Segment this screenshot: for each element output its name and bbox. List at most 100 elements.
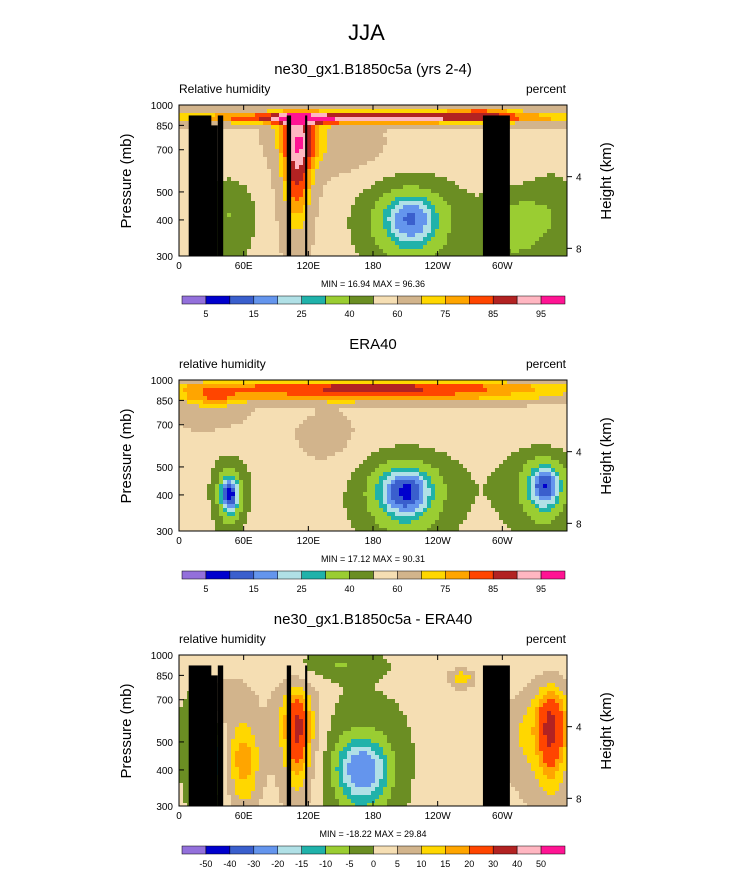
contour-cell [331,759,340,764]
contour-cell [543,233,567,238]
contour-cell [203,241,252,246]
contour-cell [431,492,436,497]
contour-cell [283,253,312,256]
contour-cell [391,189,432,194]
contour-cell [311,181,316,186]
contour-cell [279,153,284,158]
contour-cell [259,699,268,704]
contour-cell [307,743,312,748]
contour-cell [375,492,384,497]
colorbar-swatch [516,295,542,305]
contour-cell [315,225,348,230]
contour-cell [307,217,316,222]
contour-cell [311,783,324,788]
contour-cell [335,663,348,668]
contour-cell [371,452,448,457]
contour-cell [215,464,248,469]
contour-cell [547,699,556,704]
contour-cell [211,476,220,481]
contour-cell [235,787,256,792]
contour-cell [539,763,548,768]
contour-cell [263,791,280,796]
contour-cell [231,759,236,764]
contour-cell [519,117,552,122]
contour-cell [511,452,567,457]
contour-cell [563,747,567,752]
contour-cell [455,392,512,397]
contour-cell [423,388,488,393]
contour-cell [315,161,320,166]
colorbar-swatch [469,570,494,580]
contour-cell [331,751,340,756]
contour-cell [251,791,264,796]
contour-cell [275,197,284,202]
contour-cell [247,253,284,256]
contour-cell [351,472,372,477]
contour-cell [547,719,556,724]
contour-cell [411,492,420,497]
contour-cell [311,129,316,134]
contour-cell [387,500,396,505]
contour-cell [319,707,336,712]
contour-cell [419,468,440,473]
contour-cell [315,149,320,154]
contour-cell [379,795,392,800]
contour-cell [387,484,392,489]
contour-cell [279,157,284,162]
contour-cell [555,472,560,477]
contour-cell [479,193,567,198]
contour-cell [283,141,288,146]
contour-cell [383,492,388,497]
contour-cell [179,113,216,118]
colorbar-label: 10 [416,859,426,869]
contour-cell [179,165,268,170]
contour-cell [387,233,396,238]
contour-cell [219,679,244,684]
contour-cell [447,496,476,501]
contour-cell [227,767,232,772]
contour-cell [295,197,300,202]
contour-cell [423,201,432,206]
contour-cell [227,775,232,780]
contour-cell [443,500,476,505]
contour-cell [427,221,432,226]
contour-cell [323,775,332,780]
contour-cell [415,759,496,764]
contour-cell [327,113,500,118]
colorbar-label: 25 [297,584,307,594]
contour-cell [375,201,392,206]
contour-cell [555,759,564,764]
contour-cell [527,707,536,712]
contour-cell [423,245,444,250]
contour-cell [423,512,440,517]
topography-mask [217,665,224,806]
contour-cell [219,492,224,497]
contour-cell [551,484,556,489]
contour-cell [315,217,348,222]
contour-cell [531,699,540,704]
contour-cell [291,221,304,226]
contour-cell [291,185,308,190]
contour-cell [231,496,236,501]
contour-cell [179,795,184,800]
contour-cell [279,165,284,170]
y-tick-label: 1000 [151,376,174,387]
contour-cell [223,755,228,760]
contour-cell [551,209,567,214]
contour-cell [399,209,424,214]
colorbar-swatch [373,845,398,855]
contour-cell [423,480,428,485]
contour-cell [335,795,348,800]
contour-cell [251,476,352,481]
contour-cell [367,496,376,501]
contour-cell [179,512,212,517]
contour-cell [495,225,552,230]
contour-cell [387,129,567,134]
contour-cell [235,488,240,493]
contour-cell [351,229,372,234]
contour-cell [423,508,428,513]
contour-cell [203,237,252,242]
contour-cell [303,129,312,134]
contour-cell [383,209,392,214]
colorbar-swatch [349,295,374,305]
